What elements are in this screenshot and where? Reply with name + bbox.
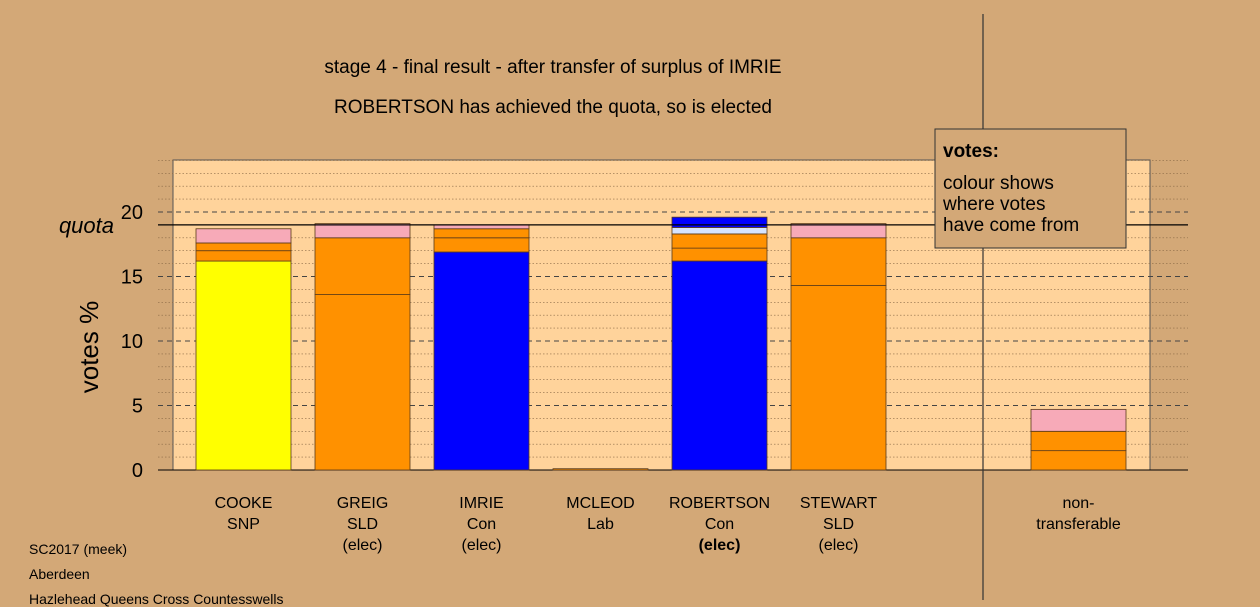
bar-robertson-segment-3 [671, 233, 768, 249]
bar-nontransferable-segment-2 [1030, 430, 1127, 452]
bar-greig-segment-1 [314, 294, 411, 471]
nontransferable-label-1: non- [1062, 495, 1094, 512]
y-axis: 0 5 10 15 20 [121, 202, 143, 482]
candidate-name-mcleod: MCLEOD [566, 495, 634, 512]
y-tick-label: 5 [132, 396, 143, 418]
candidate-party-robertson: Con [705, 516, 734, 533]
footer-method: SC2017 (meek) [29, 541, 128, 557]
legend-line-2: where votes [942, 194, 1045, 215]
bar-stewart-segment-2 [790, 237, 887, 286]
candidate-name-robertson: ROBERTSON [669, 495, 770, 512]
chart-title: stage 4 - final result - after transfer … [324, 57, 781, 78]
bar-cooke-segment-2 [195, 250, 292, 262]
legend-line-1: colour shows [943, 173, 1054, 194]
legend-title: votes: [943, 141, 999, 162]
bar-stewart-segment-3 [790, 223, 887, 239]
bar-nontransferable-segment-3 [1030, 408, 1127, 432]
y-tick-label: 10 [121, 331, 143, 353]
candidate-party-cooke: SNP [227, 516, 260, 533]
bar-mcleod-segment-1 [552, 468, 649, 471]
candidate-party-imrie: Con [467, 516, 496, 533]
bar-stewart-segment-1 [790, 285, 887, 471]
candidate-party-mcleod: Lab [587, 516, 614, 533]
candidate-name-greig: GREIG [337, 495, 389, 512]
y-axis-label: votes % [74, 301, 104, 394]
bar-imrie-segment-2 [433, 237, 530, 253]
candidate-name-cooke: COOKE [215, 495, 273, 512]
bar-robertson-segment-5 [671, 216, 768, 228]
legend: votes: colour shows where votes have com… [934, 128, 1127, 249]
bar-robertson-segment-1 [671, 260, 768, 471]
bar-greig-segment-2 [314, 237, 411, 295]
bar-cooke-segment-3 [195, 242, 292, 252]
bars [195, 216, 1127, 471]
footer-ward: Hazlehead Queens Cross Countesswells [29, 591, 284, 607]
y-tick-label: 0 [132, 460, 143, 482]
candidate-status-stewart: (elec) [818, 537, 858, 554]
y-tick-label: 15 [121, 267, 143, 289]
x-axis-labels: COOKE SNP GREIG SLD (elec) IMRIE Con (elec) MCLE… [215, 495, 1121, 554]
chart-subtitle: ROBERTSON has achieved the quota, so is … [334, 97, 772, 118]
candidate-status-robertson: (elec) [699, 537, 741, 554]
legend-line-3: have come from [943, 215, 1079, 236]
bar-imrie-segment-1 [433, 251, 530, 471]
footer-council: Aberdeen [29, 566, 90, 582]
legend-box [934, 128, 1127, 249]
candidate-name-stewart: STEWART [800, 495, 878, 512]
quota-label: quota [59, 213, 114, 238]
bar-greig-segment-3 [314, 223, 411, 239]
bar-robertson-segment-2 [671, 247, 768, 262]
candidate-name-imrie: IMRIE [459, 495, 503, 512]
candidate-party-greig: SLD [347, 516, 378, 533]
bar-imrie-segment-3 [433, 228, 530, 239]
candidate-status-imrie: (elec) [461, 537, 501, 554]
nontransferable-label-2: transferable [1036, 516, 1121, 533]
bar-robertson-segment-4 [671, 227, 768, 235]
candidate-party-stewart: SLD [823, 516, 854, 533]
bar-nontransferable-segment-1 [1030, 450, 1127, 471]
y-tick-label: 20 [121, 202, 143, 224]
bar-cooke-segment-4 [195, 228, 292, 244]
candidate-status-greig: (elec) [342, 537, 382, 554]
bar-cooke-segment-1 [195, 260, 292, 471]
